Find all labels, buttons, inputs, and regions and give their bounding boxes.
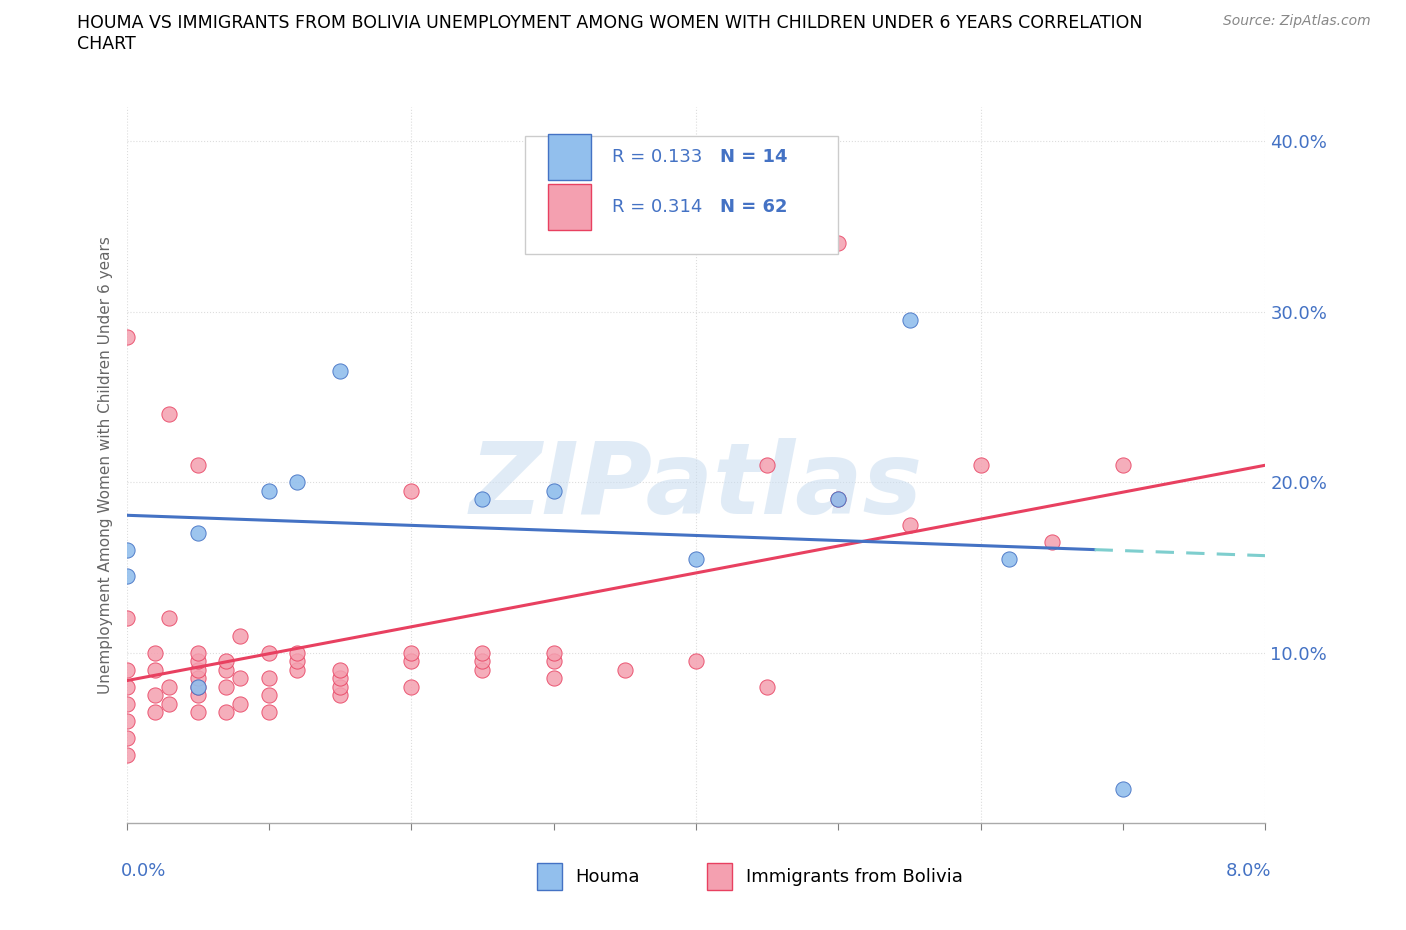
Point bbox=[115, 662, 138, 677]
Point bbox=[157, 697, 180, 711]
Point bbox=[157, 406, 180, 421]
FancyBboxPatch shape bbox=[548, 184, 591, 231]
Point bbox=[329, 364, 352, 379]
Point bbox=[329, 688, 352, 703]
Point bbox=[187, 671, 209, 685]
Point bbox=[685, 654, 707, 669]
Point bbox=[187, 645, 209, 660]
Point bbox=[187, 458, 209, 472]
Point bbox=[187, 679, 209, 694]
Point bbox=[157, 611, 180, 626]
Point bbox=[115, 713, 138, 728]
Point bbox=[1040, 535, 1063, 550]
Point bbox=[143, 662, 166, 677]
Point bbox=[215, 662, 238, 677]
Point bbox=[471, 662, 494, 677]
Point bbox=[329, 671, 352, 685]
Point bbox=[543, 654, 565, 669]
Point bbox=[257, 688, 280, 703]
Text: N = 62: N = 62 bbox=[720, 198, 787, 216]
Text: R = 0.133: R = 0.133 bbox=[612, 148, 702, 166]
Point bbox=[401, 654, 423, 669]
Point bbox=[115, 543, 138, 558]
Text: Houma: Houma bbox=[575, 868, 640, 885]
Point bbox=[115, 748, 138, 763]
Point bbox=[287, 474, 309, 489]
Point bbox=[471, 654, 494, 669]
Point bbox=[187, 688, 209, 703]
Point bbox=[115, 330, 138, 345]
Point bbox=[827, 236, 849, 251]
Point bbox=[756, 679, 779, 694]
Point bbox=[827, 492, 849, 507]
Point bbox=[756, 458, 779, 472]
Point bbox=[115, 611, 138, 626]
Point bbox=[115, 730, 138, 745]
Point bbox=[1112, 458, 1135, 472]
Point bbox=[257, 645, 280, 660]
Point bbox=[187, 662, 209, 677]
Point bbox=[115, 568, 138, 583]
Point bbox=[143, 645, 166, 660]
Point bbox=[187, 679, 209, 694]
Point bbox=[143, 688, 166, 703]
Point bbox=[543, 671, 565, 685]
Text: R = 0.314: R = 0.314 bbox=[612, 198, 702, 216]
Point bbox=[898, 312, 921, 327]
Point bbox=[215, 654, 238, 669]
Point bbox=[157, 679, 180, 694]
FancyBboxPatch shape bbox=[707, 863, 733, 890]
Text: Immigrants from Bolivia: Immigrants from Bolivia bbox=[747, 868, 963, 885]
Point bbox=[827, 492, 849, 507]
Text: HOUMA VS IMMIGRANTS FROM BOLIVIA UNEMPLOYMENT AMONG WOMEN WITH CHILDREN UNDER 6 : HOUMA VS IMMIGRANTS FROM BOLIVIA UNEMPLO… bbox=[77, 14, 1143, 32]
Point bbox=[229, 671, 252, 685]
Point bbox=[215, 705, 238, 720]
Point bbox=[329, 662, 352, 677]
Point bbox=[287, 645, 309, 660]
Point bbox=[257, 484, 280, 498]
Point bbox=[257, 705, 280, 720]
Point bbox=[229, 628, 252, 643]
Point bbox=[287, 654, 309, 669]
Text: CHART: CHART bbox=[77, 35, 136, 53]
Point bbox=[229, 697, 252, 711]
Point bbox=[543, 484, 565, 498]
Point bbox=[471, 645, 494, 660]
Point bbox=[613, 662, 636, 677]
Point bbox=[543, 645, 565, 660]
Point bbox=[401, 484, 423, 498]
Text: ZIPatlas: ZIPatlas bbox=[470, 438, 922, 535]
Point bbox=[287, 662, 309, 677]
Point bbox=[471, 492, 494, 507]
Point bbox=[898, 517, 921, 532]
Text: N = 14: N = 14 bbox=[720, 148, 787, 166]
Point bbox=[401, 645, 423, 660]
Point bbox=[115, 697, 138, 711]
Point bbox=[187, 654, 209, 669]
FancyBboxPatch shape bbox=[537, 863, 561, 890]
Y-axis label: Unemployment Among Women with Children Under 6 years: Unemployment Among Women with Children U… bbox=[97, 236, 112, 694]
Point bbox=[329, 679, 352, 694]
Point bbox=[970, 458, 993, 472]
Point bbox=[1112, 781, 1135, 796]
FancyBboxPatch shape bbox=[526, 136, 838, 254]
FancyBboxPatch shape bbox=[548, 134, 591, 180]
Text: 8.0%: 8.0% bbox=[1226, 862, 1271, 881]
Point bbox=[143, 705, 166, 720]
Point bbox=[187, 525, 209, 540]
Point bbox=[401, 679, 423, 694]
Text: 0.0%: 0.0% bbox=[121, 862, 166, 881]
Point bbox=[685, 551, 707, 566]
Point bbox=[115, 679, 138, 694]
Text: Source: ZipAtlas.com: Source: ZipAtlas.com bbox=[1223, 14, 1371, 28]
Point bbox=[998, 551, 1021, 566]
Point bbox=[257, 671, 280, 685]
Point bbox=[187, 705, 209, 720]
Point bbox=[215, 679, 238, 694]
